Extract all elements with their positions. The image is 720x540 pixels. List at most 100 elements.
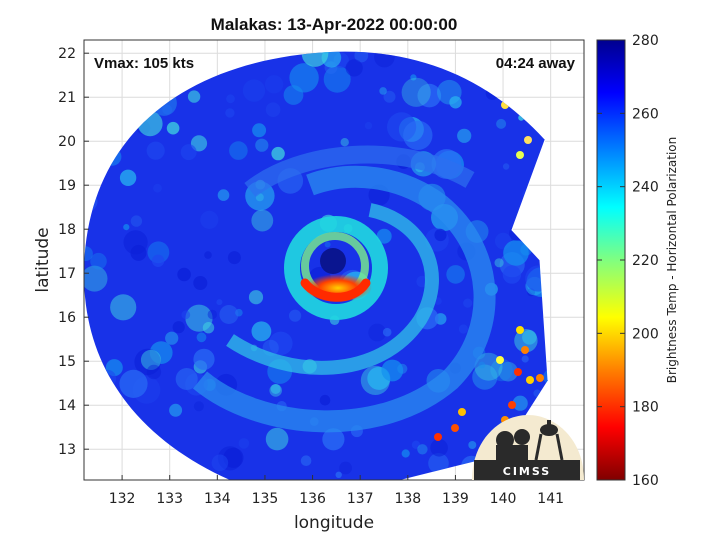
texture-blob [468,441,477,449]
texture-blob [340,138,349,147]
texture-blob [248,290,264,305]
texture-blob [238,438,250,449]
texture-blob [265,102,281,117]
texture-blob [322,428,345,451]
convective-cell [434,433,442,441]
colorbar-tick-label: 280 [632,33,659,49]
texture-blob [401,77,431,107]
texture-blob [140,349,162,370]
texture-blob [324,241,331,248]
logo-text: CIMSS [503,465,551,478]
texture-blob [219,305,239,324]
convective-cell [516,326,524,334]
texture-blob [123,224,130,231]
texture-blob [478,361,486,369]
y-tick-label: 20 [58,134,76,150]
colorbar-tick-label: 200 [632,326,659,342]
texture-blob [376,228,392,244]
texture-blob [204,251,212,259]
texture-blob [225,108,235,118]
texture-blob [242,79,266,102]
texture-blob [379,87,387,95]
texture-blob [457,128,472,143]
rainband-outer [192,165,496,433]
y-tick-label: 17 [58,266,76,282]
texture-blob [146,141,165,160]
swath-edge [511,139,549,381]
texture-blob [196,332,207,343]
texture-blob [146,364,162,380]
texture-blob [134,348,161,376]
convective-cell [496,356,504,364]
texture-blob [223,447,244,468]
texture-blob [193,276,208,290]
texture-blob [255,138,269,152]
texture-blob [335,471,342,478]
texture-blob [264,75,284,94]
texture-blob [252,123,267,138]
y-tick-label: 21 [58,90,76,106]
texture-blob [472,364,498,390]
colorbar-tick-label: 240 [632,180,659,196]
x-tick-label: 137 [347,491,374,507]
texture-blob [226,94,235,104]
texture-blob [119,169,137,186]
x-tick-label: 140 [490,491,517,507]
texture-blob [216,299,223,306]
texture-blob [193,348,215,370]
convective-cell [508,401,516,409]
y-tick-label: 13 [58,442,76,458]
rainband-inner [226,203,439,375]
convective-cell [458,408,466,416]
x-axis: 132 133 134 135 136 137 138 139 140 141 [109,475,564,507]
microwave-swath [84,51,549,480]
y-tick-label: 14 [58,398,76,414]
texture-blob [446,265,465,284]
x-tick-label: 136 [299,491,326,507]
texture-blob [512,395,528,411]
texture-blob [323,65,351,93]
texture-blob [383,90,396,103]
texture-blob [417,444,428,455]
texture-blob [151,254,165,267]
y-axis: 13 14 15 16 17 18 19 20 21 22 [58,46,89,458]
texture-blob [84,265,108,292]
texture-blob [430,439,448,457]
texture-blob [84,246,93,262]
texture-blob [502,265,522,284]
convective-cell [514,368,522,376]
texture-blob [345,59,363,77]
texture-blob [428,453,449,474]
texture-blob [172,321,185,334]
texture-blob [169,403,183,417]
convective-cell [451,424,459,432]
texture-blob [449,96,462,109]
texture-blob [498,361,518,382]
x-axis-label: longitude [294,513,374,533]
colorbar-tick-label: 180 [632,400,659,416]
y-tick-label: 19 [58,178,76,194]
colorbar-label: Brightness Temp - Horizontal Polarizatio… [665,137,679,384]
eyewall-ring [284,216,388,320]
texture-blob [251,209,274,232]
texture-blob [265,427,289,451]
colorbar-tick-label: 160 [632,473,659,489]
texture-blob [177,267,191,282]
y-tick-label: 22 [58,46,76,62]
texture-blob [339,461,352,475]
cimss-logo: CIMSS [472,415,584,480]
texture-blob [490,358,513,382]
y-axis-label: latitude [33,227,53,292]
y-tick-label: 15 [58,354,76,370]
texture-blob [522,330,537,345]
time-away-annotation: 04:24 away [496,55,576,72]
texture-blob [110,294,137,321]
x-tick-label: 132 [109,491,136,507]
texture-blob [410,74,417,81]
texture-blob [130,215,143,227]
texture-blob [514,329,538,353]
texture-blob [271,146,285,161]
x-tick-label: 139 [442,491,469,507]
texture-blob [289,309,302,322]
colorbar-tick-label: 220 [632,253,659,269]
